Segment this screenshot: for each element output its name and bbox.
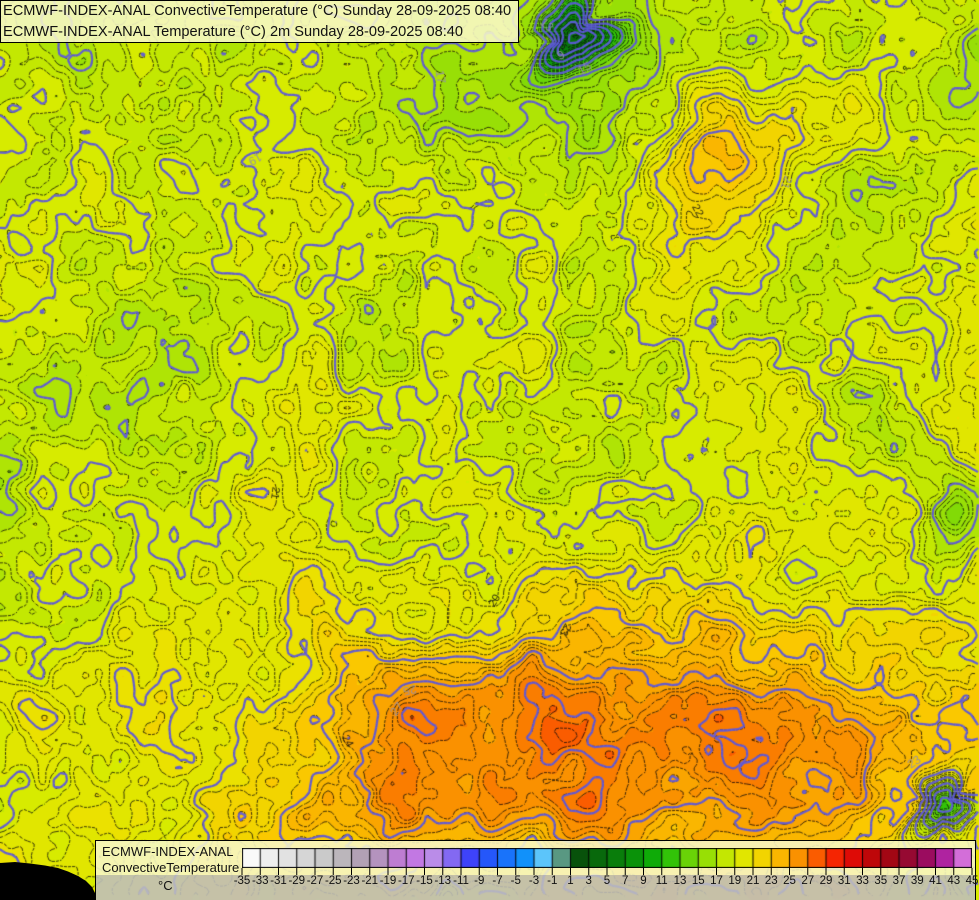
svg-text:-11: -11 xyxy=(453,875,469,887)
svg-text:27: 27 xyxy=(801,875,814,887)
svg-text:1: 1 xyxy=(567,875,573,887)
svg-text:-23: -23 xyxy=(343,875,360,887)
svg-text:-31: -31 xyxy=(270,875,287,887)
svg-text:19: 19 xyxy=(728,875,741,887)
svg-text:-7: -7 xyxy=(492,875,502,887)
svg-text:-27: -27 xyxy=(307,875,324,887)
svg-text:-1: -1 xyxy=(547,875,557,887)
svg-text:9: 9 xyxy=(640,875,646,887)
svg-text:-15: -15 xyxy=(416,875,433,887)
svg-text:21: 21 xyxy=(747,875,760,887)
svg-text:43: 43 xyxy=(947,875,960,887)
svg-text:13: 13 xyxy=(674,875,687,887)
svg-text:3: 3 xyxy=(586,875,592,887)
svg-text:23: 23 xyxy=(765,875,778,887)
svg-text:15: 15 xyxy=(692,875,705,887)
svg-text:39: 39 xyxy=(911,875,924,887)
svg-text:37: 37 xyxy=(893,875,906,887)
svg-text:25: 25 xyxy=(783,875,796,887)
svg-text:11: 11 xyxy=(656,875,668,887)
svg-text:-13: -13 xyxy=(434,875,451,887)
svg-text:5: 5 xyxy=(604,875,610,887)
svg-text:-33: -33 xyxy=(252,875,269,887)
svg-text:-5: -5 xyxy=(511,875,521,887)
svg-text:-17: -17 xyxy=(398,875,415,887)
svg-text:41: 41 xyxy=(929,875,942,887)
svg-text:-9: -9 xyxy=(474,875,484,887)
svg-text:33: 33 xyxy=(856,875,869,887)
svg-text:-29: -29 xyxy=(288,875,305,887)
svg-text:29: 29 xyxy=(820,875,833,887)
svg-text:-21: -21 xyxy=(361,875,378,887)
svg-text:-19: -19 xyxy=(380,875,397,887)
svg-text:-35: -35 xyxy=(234,875,251,887)
svg-text:31: 31 xyxy=(838,875,851,887)
svg-text:35: 35 xyxy=(874,875,887,887)
svg-text:-3: -3 xyxy=(529,875,539,887)
svg-text:7: 7 xyxy=(622,875,628,887)
svg-text:17: 17 xyxy=(710,875,723,887)
svg-text:45: 45 xyxy=(966,875,979,887)
svg-text:-25: -25 xyxy=(325,875,342,887)
